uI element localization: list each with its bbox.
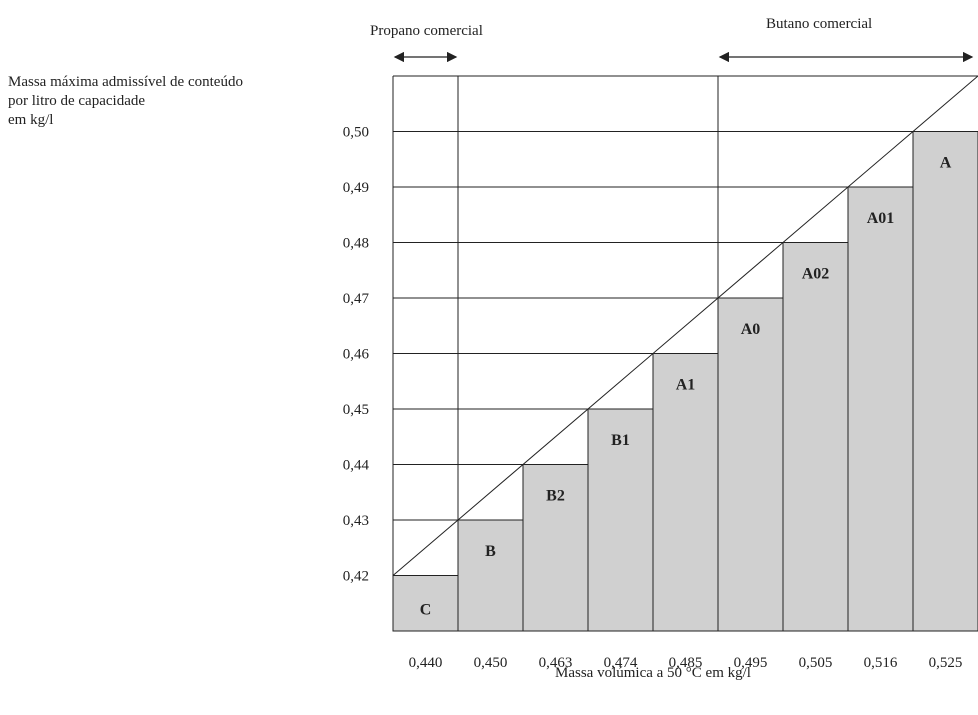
y-axis-title-line-2: por litro de capacidade	[8, 93, 146, 109]
bar-a02	[782, 242, 849, 632]
x-axis-title: Massa volúmica a 50 °C em kg/l	[555, 665, 751, 681]
y-tick-label: 0,49	[343, 180, 369, 196]
y-tick-label: 0,42	[343, 569, 369, 585]
y-tick-label: 0,45	[343, 402, 369, 418]
category-label-b2: B2	[546, 488, 565, 505]
frame-layer	[392, 51, 978, 632]
category-label-a0: A0	[741, 321, 761, 338]
y-tick-label: 0,44	[343, 458, 370, 474]
category-label-b: B	[485, 543, 496, 560]
category-label-b1: B1	[611, 432, 630, 449]
bars-layer	[392, 131, 978, 632]
x-tick-label: 0,525	[929, 655, 963, 671]
bar-b	[457, 519, 524, 632]
x-tick-label: 0,474	[604, 655, 638, 671]
y-axis-title-line-3: em kg/l	[8, 112, 54, 128]
y-tick-label: 0,46	[343, 347, 370, 363]
range-label-propano: Propano comercial	[370, 23, 483, 39]
category-label-a01: A01	[867, 210, 895, 227]
category-label-a1: A1	[676, 377, 696, 394]
bar-c	[392, 575, 459, 632]
y-tick-label: 0,47	[343, 291, 370, 307]
x-tick-label: 0,495	[734, 655, 768, 671]
y-tick-label: 0,50	[343, 125, 369, 141]
category-label-a02: A02	[802, 266, 830, 283]
bar-a01	[847, 186, 914, 632]
category-label-c: C	[420, 601, 432, 618]
bar-a	[912, 131, 978, 632]
y-tick-label: 0,48	[343, 236, 369, 252]
label-layer: 0,42 0,43 0,44 0,45 0,46 0,47 0,48 0,49 0,50 0,44…	[343, 125, 963, 672]
x-tick-label: 0,516	[864, 655, 898, 671]
diagonal-line	[392, 75, 978, 576]
category-label-a: A	[940, 155, 952, 172]
x-tick-label: 0,485	[669, 655, 703, 671]
x-tick-label: 0,450	[474, 655, 508, 671]
range-label-butano: Butano comercial	[766, 16, 873, 32]
bar-a1	[652, 353, 719, 632]
bar-b1	[587, 408, 654, 632]
x-tick-label: 0,440	[409, 655, 443, 671]
grid-layer	[392, 75, 978, 576]
y-axis-title-line-1: Massa máxima admissível de conteúdo	[8, 74, 243, 90]
x-tick-label: 0,463	[539, 655, 573, 671]
y-axis-title: Massa máxima admissível de conteúdo por …	[8, 73, 348, 130]
bar-b2	[522, 464, 589, 632]
bar-a0	[717, 297, 784, 632]
x-tick-label: 0,505	[799, 655, 833, 671]
y-tick-label: 0,43	[343, 513, 369, 529]
